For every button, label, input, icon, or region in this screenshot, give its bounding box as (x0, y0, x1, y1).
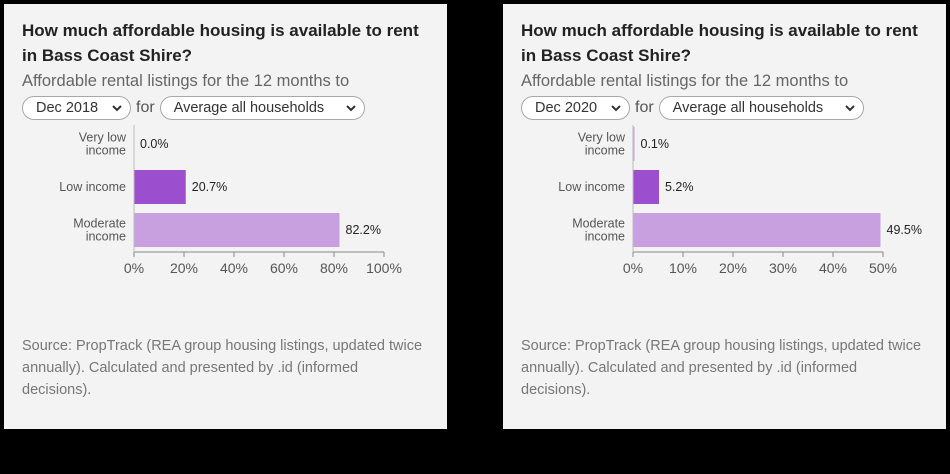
household-select-value: Average all households (672, 100, 824, 116)
value-label: 0.0% (140, 137, 169, 151)
x-tick-label: 40% (220, 260, 248, 276)
chevron-down-icon (844, 105, 855, 112)
category-label: Low income (558, 180, 625, 194)
category-label: Moderate income (572, 217, 625, 244)
source-note: Source: PropTrack (REA group housing lis… (22, 338, 423, 398)
household-select[interactable]: Average all households (658, 96, 864, 120)
bar (134, 213, 340, 247)
chevron-down-icon (611, 105, 621, 112)
x-tick-label: 0% (623, 260, 643, 276)
value-label: 0.1% (641, 137, 670, 151)
value-label: 82.2% (346, 223, 381, 237)
household-select-value: Average all households (173, 100, 325, 116)
household-select[interactable]: Average all households (159, 96, 365, 120)
bar (633, 127, 635, 161)
category-label: Moderate income (73, 217, 126, 244)
bar-chart-svg: Very low income 0.1% Low income 5.2% Moderate… (558, 125, 922, 276)
chart-controls: Dec 2020 for Average all households (521, 95, 928, 121)
period-select-value: Dec 2018 (36, 100, 99, 116)
for-label: for (635, 99, 654, 116)
affordable-rental-bar-chart: Very low income 0.0% Low income 20.7% Moderat… (22, 125, 429, 295)
bar (633, 170, 659, 204)
affordable-housing-panel-2020: How much affordable housing is available… (503, 4, 946, 429)
bar-chart-svg: Very low income 0.0% Low income 20.7% Moderat… (59, 125, 402, 276)
chevron-down-icon (345, 105, 356, 112)
affordable-rental-bar-chart: Very low income 0.1% Low income 5.2% Moderate… (521, 125, 928, 295)
x-tick-label: 20% (719, 260, 747, 276)
value-label: 49.5% (887, 223, 922, 237)
bar (134, 170, 186, 204)
x-tick-label: 60% (270, 260, 298, 276)
chevron-down-icon (112, 105, 122, 112)
value-label: 5.2% (665, 180, 694, 194)
chart-subtitle: Affordable rental listings for the 12 mo… (521, 72, 849, 90)
x-tick-label: 50% (869, 260, 897, 276)
x-tick-label: 80% (320, 260, 348, 276)
category-label: Low income (59, 180, 126, 194)
source-note: Source: PropTrack (REA group housing lis… (521, 338, 922, 398)
period-select-value: Dec 2020 (535, 100, 598, 116)
x-tick-label: 40% (819, 260, 847, 276)
chart-title: How much affordable housing is available… (22, 21, 419, 65)
x-tick-label: 0% (124, 260, 144, 276)
bar (633, 213, 881, 247)
period-select[interactable]: Dec 2020 (521, 96, 630, 120)
x-tick-label: 10% (669, 260, 697, 276)
value-label: 20.7% (192, 180, 227, 194)
for-label: for (136, 99, 155, 116)
x-tick-label: 100% (366, 260, 402, 276)
chart-title: How much affordable housing is available… (521, 21, 918, 65)
period-select[interactable]: Dec 2018 (22, 96, 131, 120)
x-tick-label: 30% (769, 260, 797, 276)
x-tick-label: 20% (170, 260, 198, 276)
category-label: Very low income (79, 131, 127, 158)
category-label: Very low income (578, 131, 626, 158)
chart-subtitle: Affordable rental listings for the 12 mo… (22, 72, 350, 90)
chart-controls: Dec 2018 for Average all households (22, 95, 429, 121)
affordable-housing-panel-2018: How much affordable housing is available… (4, 4, 447, 429)
